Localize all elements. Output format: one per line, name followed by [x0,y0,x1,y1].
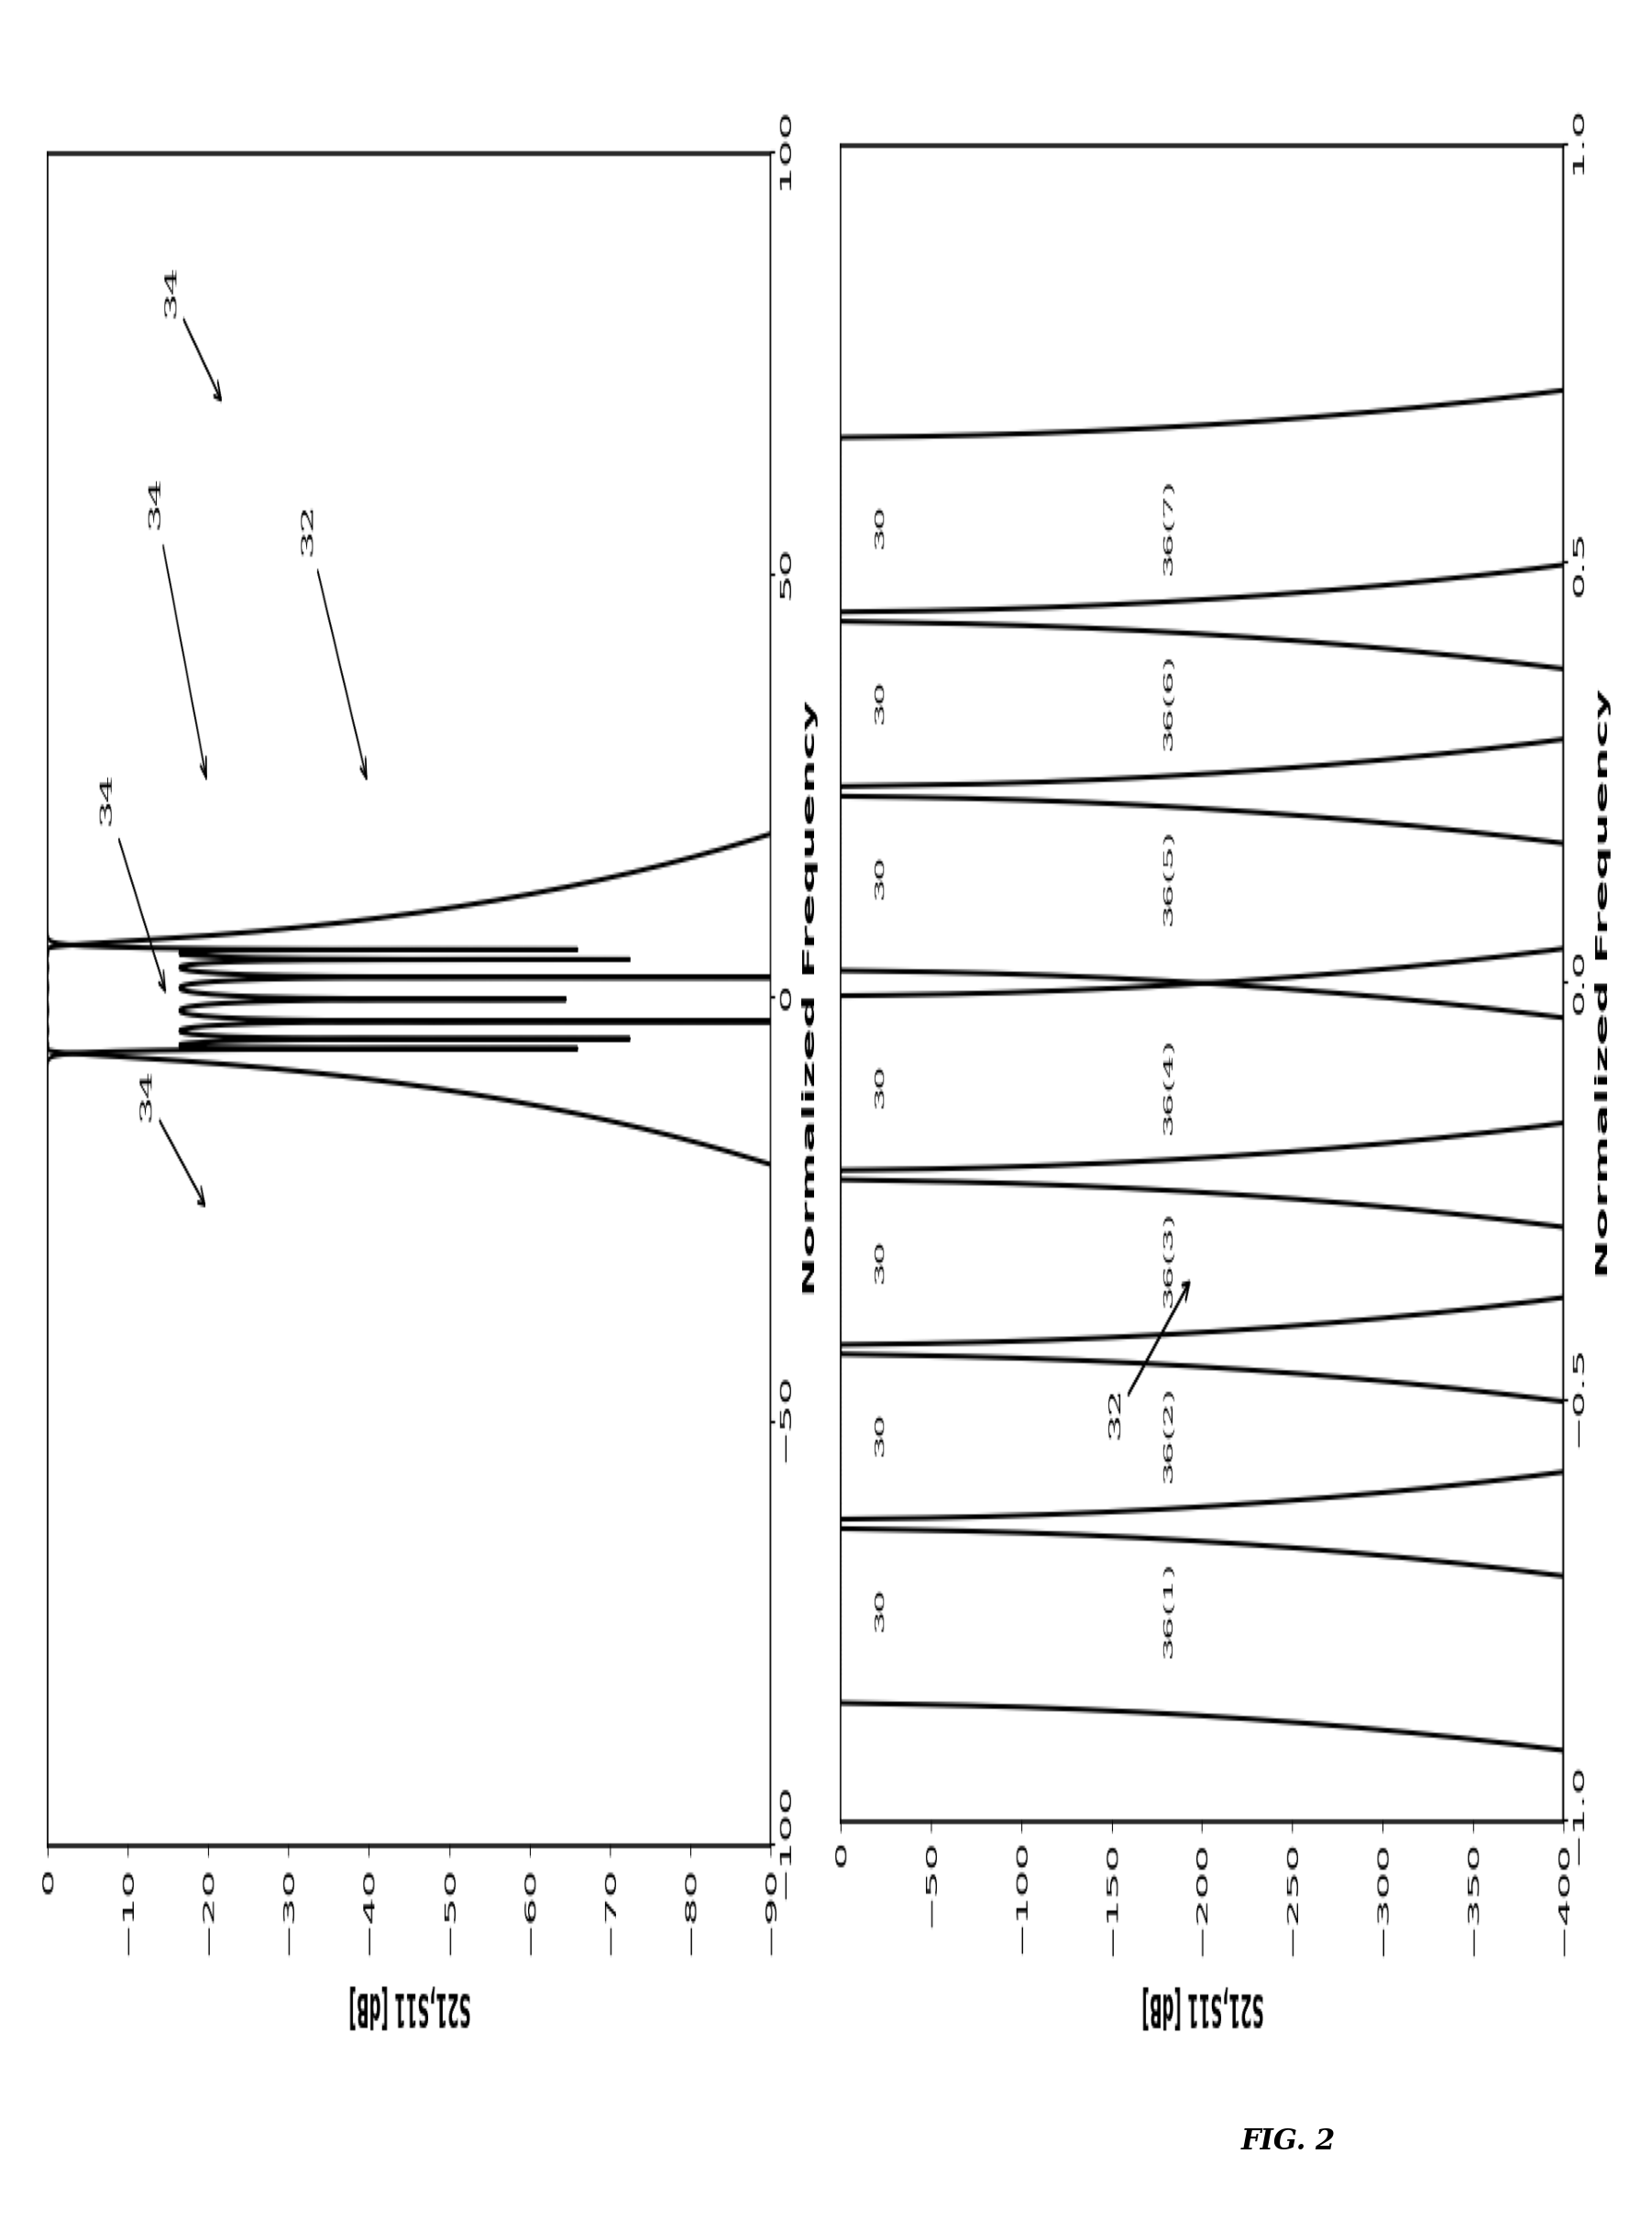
Text: FIG. 2: FIG. 2 [1241,2128,1336,2155]
